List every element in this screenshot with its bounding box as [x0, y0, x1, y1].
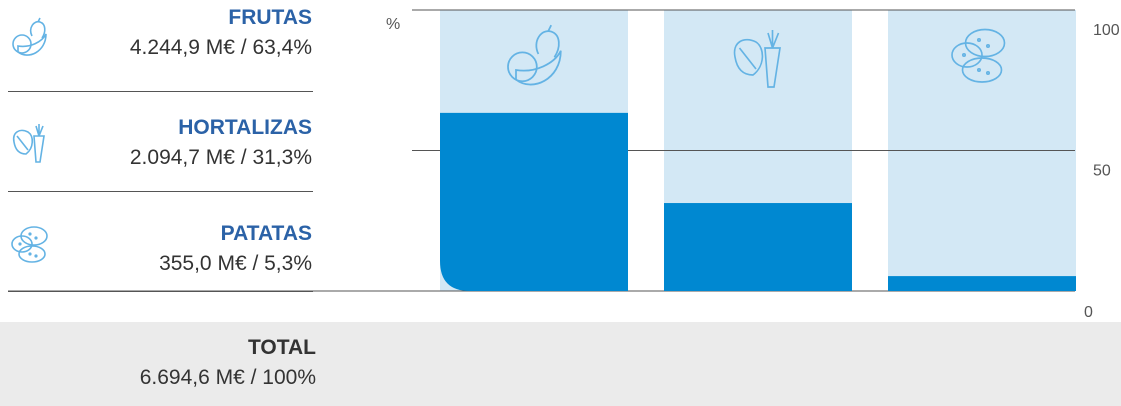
y-tick-label: 100 [1093, 22, 1120, 39]
legend-item-frutas: FRUTAS 4.244,9 M€ / 63,4% [0, 0, 316, 92]
fruit-icon [8, 16, 52, 60]
legend-label: HORTALIZAS [178, 116, 312, 139]
legend-label: FRUTAS [228, 6, 312, 29]
legend-label: PATATAS [220, 222, 312, 245]
bar-frutas [440, 112, 628, 291]
tick-label-layer: 0 50 100 [1084, 22, 1120, 321]
bar-patatas [888, 276, 1076, 291]
legend-text-hortalizas: HORTALIZAS 2.094,7 M€ / 31,3% [130, 116, 312, 172]
y-axis-unit-label: % [386, 16, 400, 33]
legend-value: 2.094,7 M€ / 31,3% [129, 146, 312, 169]
legend-item-patatas: PATATAS 355,0 M€ / 5,3% [0, 192, 316, 292]
legend-text-frutas: FRUTAS 4.244,9 M€ / 63,4% [130, 6, 312, 62]
bar-chart: 0 50 100 % [8, 9, 1120, 321]
vegetable-icon [733, 30, 781, 88]
total-value: 6.694,6 M€ / 100% [139, 366, 316, 389]
vegetable-icon [8, 120, 52, 164]
legend-value: 355,0 M€ / 5,3% [159, 252, 312, 275]
bar-layer [440, 112, 1076, 291]
fruit-icon [507, 24, 562, 86]
bar-icon-layer [507, 24, 1006, 88]
legend-divider [8, 91, 313, 92]
total-panel: TOTAL 6.694,6 M€ / 100% [0, 322, 1121, 406]
legend-text-patatas: PATATAS 355,0 M€ / 5,3% [159, 222, 312, 278]
bar-hortalizas [664, 203, 852, 291]
y-tick-label: 50 [1093, 163, 1111, 180]
potato-icon [951, 28, 1006, 83]
legend-item-hortalizas: HORTALIZAS 2.094,7 M€ / 31,3% [0, 92, 316, 192]
total-label: TOTAL [247, 336, 316, 359]
legend-value: 4.244,9 M€ / 63,4% [129, 36, 312, 59]
y-tick-label: 0 [1084, 304, 1093, 321]
legend-divider [8, 191, 313, 192]
potato-icon [8, 222, 52, 266]
